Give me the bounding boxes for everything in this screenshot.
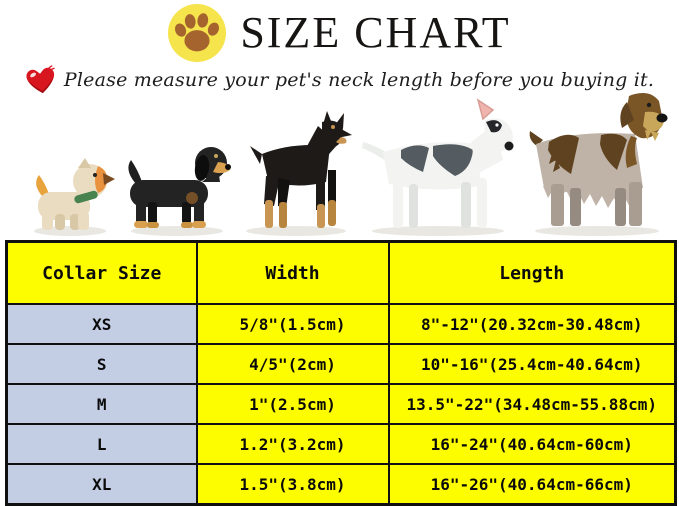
column-header-length: Length (387, 240, 677, 305)
page-title: SIZE CHART (240, 8, 511, 57)
width-cell-m: 1"(2.5cm) (195, 383, 390, 425)
size-cell-s: S (5, 343, 198, 385)
doberman-dog-icon (245, 111, 352, 236)
column-header-width: Width (195, 240, 390, 305)
table-row-m: M 1"(2.5cm) 13.5"-22"(34.48cm-55.88cm) (5, 383, 677, 425)
bull-terrier-dog-icon (362, 98, 514, 236)
length-cell-l: 16"-24"(40.64cm-60cm) (387, 423, 677, 465)
page-header: SIZE CHART (0, 0, 679, 64)
dachshund-dog-icon (128, 147, 231, 236)
length-cell-xs: 8"-12"(20.32cm-30.48cm) (387, 303, 677, 345)
length-cell-m: 13.5"-22"(34.48cm-55.88cm) (387, 383, 677, 425)
width-cell-xs: 5/8"(1.5cm) (195, 303, 390, 345)
size-cell-xl: XL (5, 463, 198, 506)
measure-note-row: Please measure your pet's neck length be… (0, 63, 679, 96)
width-cell-xl: 1.5"(3.8cm) (195, 463, 390, 506)
size-table: Collar Size Width Length XS 5/8"(1.5cm) … (5, 240, 677, 506)
table-row-xs: XS 5/8"(1.5cm) 8"-12"(20.32cm-30.48cm) (5, 303, 677, 345)
width-cell-s: 4/5"(2cm) (195, 343, 390, 385)
wirehaired-griffon-dog-icon (529, 92, 668, 236)
table-row-l: L 1.2"(3.2cm) 16"-24"(40.64cm-60cm) (5, 423, 677, 465)
measure-note: Please measure your pet's neck length be… (63, 69, 655, 91)
table-row-s: S 4/5"(2cm) 10"-16"(25.4cm-40.64cm) (5, 343, 677, 385)
column-header-collar-size: Collar Size (5, 240, 198, 305)
size-cell-l: L (5, 423, 198, 465)
dog-size-parade (0, 92, 679, 236)
length-cell-s: 10"-16"(25.4cm-40.64cm) (387, 343, 677, 385)
table-header-row: Collar Size Width Length (5, 240, 677, 305)
table-row-xl: XL 1.5"(3.8cm) 16"-26"(40.64cm-66cm) (5, 463, 677, 506)
paw-print-icon (168, 4, 227, 62)
size-cell-xs: XS (5, 303, 198, 345)
heart-icon (23, 63, 59, 96)
width-cell-l: 1.2"(3.2cm) (195, 423, 390, 465)
size-cell-m: M (5, 383, 198, 425)
small-puppy-dog-icon (34, 158, 115, 236)
length-cell-xl: 16"-26"(40.64cm-66cm) (387, 463, 677, 506)
